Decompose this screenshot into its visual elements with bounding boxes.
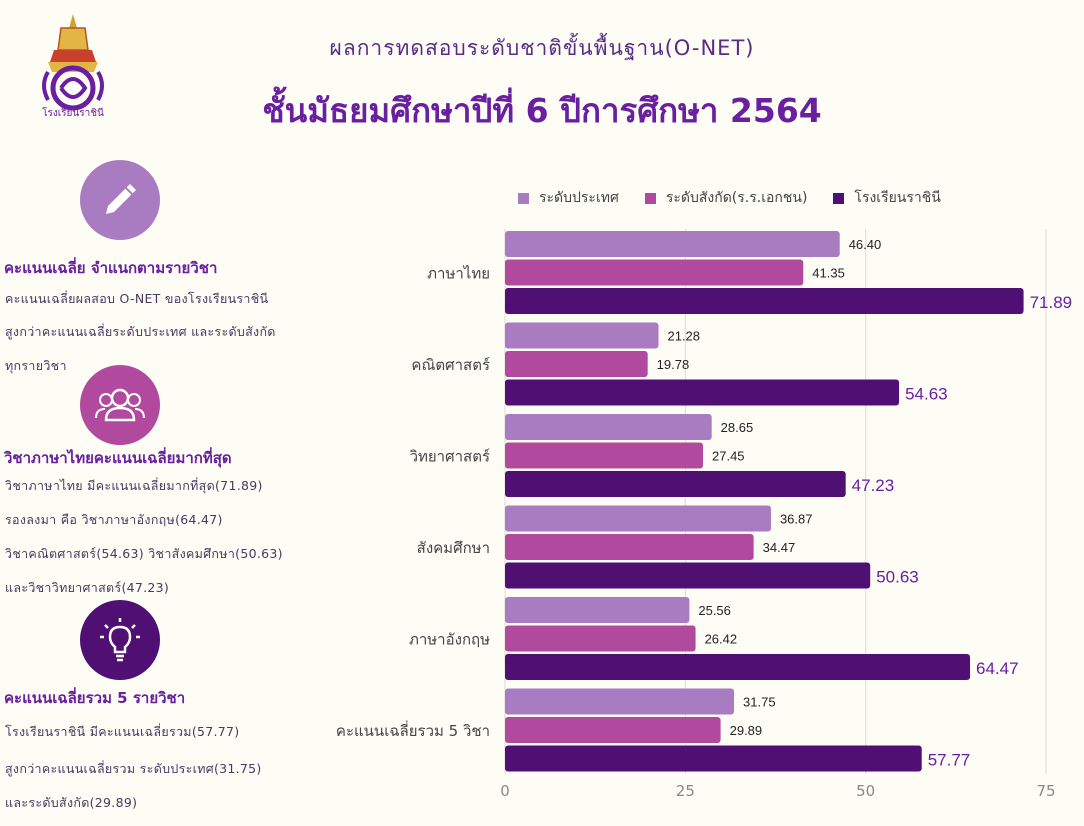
legend-item-national: ระดับประเทศ bbox=[518, 187, 619, 209]
bar-value-label: 34.47 bbox=[763, 540, 796, 555]
category-label: ภาษาไทย bbox=[427, 265, 490, 283]
section-3-line-3: และระดับสังกัด(29.89) bbox=[5, 795, 138, 810]
bar-2-4 bbox=[505, 654, 971, 680]
bar-value-label: 50.63 bbox=[876, 568, 919, 587]
x-tick-label: 25 bbox=[676, 782, 695, 800]
bar-2-1 bbox=[505, 379, 900, 406]
section-1-line-3: ทุกรายวิชา bbox=[5, 358, 67, 373]
bar-value-label: 19.78 bbox=[657, 357, 690, 372]
category-label: คณิตศาสตร์ bbox=[411, 356, 490, 374]
category-label: ภาษาอังกฤษ bbox=[409, 631, 490, 649]
category-label: คะแนนเฉลี่ยรวม 5 วิชา bbox=[336, 720, 490, 740]
bar-0-4 bbox=[505, 597, 690, 623]
legend-swatch-school bbox=[833, 192, 845, 204]
lightbulb-icon bbox=[100, 618, 140, 662]
bar-0-3 bbox=[505, 505, 771, 532]
bar-1-2 bbox=[505, 442, 704, 469]
bar-1-0 bbox=[505, 259, 804, 286]
bar-value-label: 57.77 bbox=[928, 751, 971, 770]
bar-value-label: 31.75 bbox=[743, 695, 776, 710]
bar-value-label: 64.47 bbox=[976, 659, 1019, 678]
bar-1-5 bbox=[505, 717, 721, 743]
section-2-line-3: วิชาคณิตศาสตร์(54.63) วิชาสังคมศึกษา(50.… bbox=[5, 546, 283, 561]
logo-text: โรงเรียนราชินี bbox=[42, 106, 104, 119]
x-tick-label: 75 bbox=[1036, 782, 1055, 800]
section-2-line-4: และวิชาวิทยาศาสตร์(47.23) bbox=[5, 580, 170, 595]
chart-legend: ระดับประเทศ ระดับสังกัด(ร.ร.เอกชน) โรงเร… bbox=[518, 187, 967, 209]
section-1-line-1: คะแนนเฉลี่ยผลสอบ O-NET ของโรงเรียนราชินี bbox=[5, 291, 269, 306]
legend-label-affiliation: ระดับสังกัด(ร.ร.เอกชน) bbox=[665, 190, 808, 206]
bar-2-0 bbox=[505, 288, 1024, 314]
bar-1-4 bbox=[505, 625, 696, 652]
bar-value-label: 27.45 bbox=[712, 449, 745, 464]
legend-item-affiliation: ระดับสังกัด(ร.ร.เอกชน) bbox=[644, 187, 808, 209]
group-icon bbox=[95, 388, 145, 422]
section-2-heading: วิชาภาษาไทยคะแนนเฉลี่ยมากที่สุด bbox=[4, 449, 232, 467]
x-tick-label: 50 bbox=[856, 782, 875, 800]
legend-swatch-national bbox=[518, 192, 529, 204]
category-label: สังคมศึกษา bbox=[417, 539, 490, 557]
page-title: ชั้นมัธยมศึกษาปีที่ 6 ปีการศึกษา 2564 bbox=[262, 91, 822, 130]
section-1-line-2: สูงกว่าคะแนนเฉลี่ยระดับประเทศ และระดับสั… bbox=[5, 324, 276, 339]
bar-value-label: 46.40 bbox=[849, 237, 882, 252]
section-3-heading: คะแนนเฉลี่ยรวม 5 รายวิชา bbox=[4, 689, 186, 707]
bar-value-label: 71.89 bbox=[1030, 293, 1073, 312]
school-logo: โรงเรียนราชินี bbox=[42, 14, 104, 119]
pencil-icon-circle bbox=[80, 160, 160, 240]
bar-value-label: 26.42 bbox=[705, 632, 738, 647]
bar-0-1 bbox=[505, 322, 659, 349]
legend-item-school: โรงเรียนราชินี bbox=[833, 187, 941, 209]
x-tick-label: 0 bbox=[500, 782, 510, 800]
bar-2-5 bbox=[505, 745, 922, 772]
legend-swatch-affiliation bbox=[644, 192, 656, 204]
section-2-line-1: วิชาภาษาไทย มีคะแนนเฉลี่ยมากที่สุด(71.89… bbox=[5, 478, 263, 493]
bar-2-2 bbox=[505, 471, 846, 497]
page-subtitle: ผลการทดสอบระดับชาติขั้นพื้นฐาน(O-NET) bbox=[329, 36, 755, 60]
bar-0-5 bbox=[505, 688, 735, 715]
legend-label-national: ระดับประเทศ bbox=[539, 190, 619, 206]
lightbulb-icon-circle bbox=[80, 600, 160, 680]
bar-value-label: 21.28 bbox=[667, 329, 700, 344]
section-1-heading: คะแนนเฉลี่ย จำแนกตามรายวิชา bbox=[4, 259, 218, 277]
bar-0-2 bbox=[505, 414, 712, 440]
section-3-line-1: โรงเรียนราชินี มีคะแนนเฉลี่ยรวม(57.77) bbox=[5, 724, 240, 739]
crown-emblem bbox=[42, 14, 104, 111]
bar-value-label: 47.23 bbox=[852, 476, 895, 495]
bar-value-label: 41.35 bbox=[812, 266, 845, 281]
bar-1-3 bbox=[505, 534, 754, 560]
bar-value-label: 54.63 bbox=[905, 385, 948, 404]
bar-0-0 bbox=[505, 231, 840, 257]
bar-value-label: 36.87 bbox=[780, 512, 813, 527]
legend-label-school: โรงเรียนราชินี bbox=[854, 190, 941, 206]
bar-value-label: 28.65 bbox=[721, 420, 754, 435]
category-label: วิทยาศาสตร์ bbox=[409, 448, 490, 466]
bar-value-label: 29.89 bbox=[730, 723, 763, 738]
pencil-icon bbox=[106, 184, 136, 214]
bar-2-3 bbox=[505, 562, 871, 589]
bar-value-label: 25.56 bbox=[698, 603, 731, 618]
section-3-line-2: สูงกว่าคะแนนเฉลี่ยรวม ระดับประเทศ(31.75) bbox=[5, 761, 262, 776]
group-icon-circle bbox=[80, 365, 160, 445]
section-2-line-2: รองลงมา คือ วิชาภาษาอังกฤษ(64.47) bbox=[5, 512, 223, 527]
bar-1-1 bbox=[505, 351, 648, 377]
